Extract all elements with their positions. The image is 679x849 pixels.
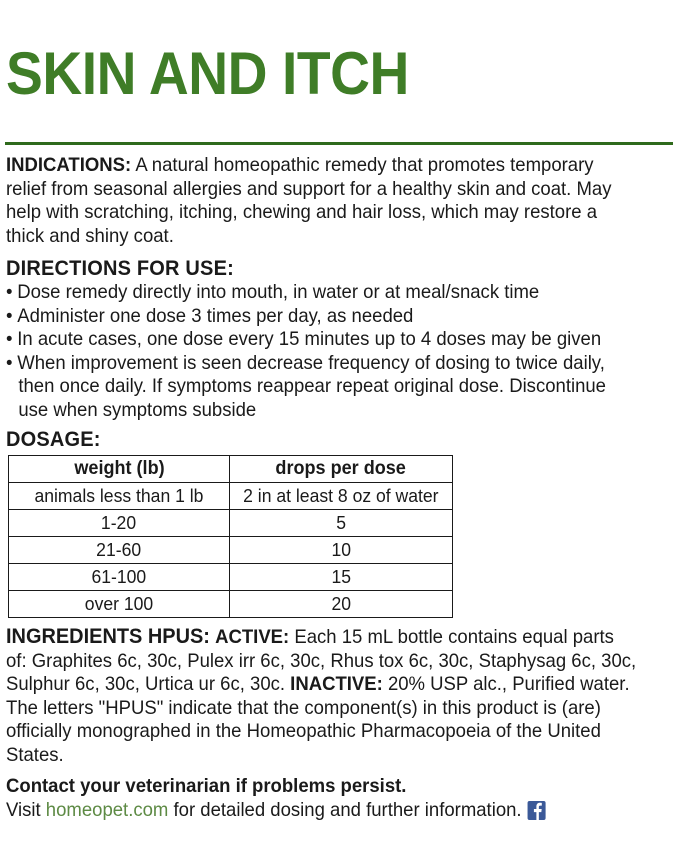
list-item: When improvement is seen decrease freque… [6, 352, 638, 423]
spacer [6, 618, 671, 625]
cell-weight: 61-100 [8, 563, 230, 592]
ingredients-inactive-text: 20% USP alc., Purified water. The letter… [6, 673, 630, 766]
contact-vet-notice: Contact your veterinarian if problems pe… [6, 775, 407, 798]
visit-suffix: for detailed dosing and further informat… [168, 799, 522, 822]
ingredients-heading: INGREDIENTS HPUS: [6, 625, 210, 649]
cell-drops: 20 [229, 590, 453, 619]
ingredients-active-text: Each 15 mL bottle contains equal parts o… [6, 626, 637, 696]
column-header-drops: drops per dose [229, 455, 453, 484]
cell-drops: 15 [229, 563, 453, 592]
column-header-weight: weight (lb) [8, 455, 230, 484]
indications-text: A natural homeopathic remedy that promot… [6, 154, 612, 247]
cell-weight: animals less than 1 lb [8, 482, 230, 511]
facebook-icon[interactable] [527, 801, 546, 821]
table-body: animals less than 1 lb 2 in at least 8 o… [8, 482, 453, 619]
ingredients-inactive-label: INACTIVE: [290, 673, 383, 696]
indications-paragraph: INDICATIONS: A natural homeopathic remed… [6, 154, 638, 248]
list-item: In acute cases, one dose every 15 minute… [6, 328, 638, 352]
visit-prefix: Visit [6, 799, 46, 822]
indications-heading: INDICATIONS: [6, 154, 132, 177]
spacer [6, 767, 671, 774]
ingredients-active-label: ACTIVE: [215, 626, 290, 649]
website-link[interactable]: homeopet.com [45, 799, 169, 822]
list-item: Dose remedy directly into mouth, in wate… [6, 281, 638, 305]
cell-drops: 2 in at least 8 oz of water [229, 482, 453, 511]
ingredients-paragraph: INGREDIENTS HPUS: ACTIVE: Each 15 mL bot… [6, 625, 638, 767]
table-row: 61-100 15 [8, 563, 453, 592]
product-label: SKIN AND ITCH INDICATIONS: A natural hom… [0, 40, 679, 849]
table-header: weight (lb) drops per dose [8, 455, 453, 484]
cell-drops: 5 [229, 509, 453, 538]
cell-weight: 21-60 [8, 536, 230, 565]
table-row: animals less than 1 lb 2 in at least 8 o… [8, 482, 453, 511]
dosage-table: weight (lb) drops per dose animals less … [8, 455, 453, 619]
visit-website-line: Visit homeopet.com for detailed dosing a… [6, 798, 638, 822]
table-row: 21-60 10 [8, 536, 453, 565]
list-item: Administer one dose 3 times per day, as … [6, 305, 638, 329]
table-header-row: weight (lb) drops per dose [8, 455, 453, 484]
title-divider [5, 142, 673, 146]
spacer [6, 248, 671, 255]
cell-weight: 1-20 [8, 509, 230, 538]
directions-list: Dose remedy directly into mouth, in wate… [6, 281, 671, 422]
dosage-heading: DOSAGE: [6, 427, 101, 452]
page-title: SKIN AND ITCH [6, 40, 409, 108]
cell-drops: 10 [229, 536, 453, 565]
directions-heading: DIRECTIONS FOR USE: [6, 256, 234, 281]
cell-weight: over 100 [8, 590, 230, 619]
table-row: over 100 20 [8, 590, 453, 619]
table-row: 1-20 5 [8, 509, 453, 538]
